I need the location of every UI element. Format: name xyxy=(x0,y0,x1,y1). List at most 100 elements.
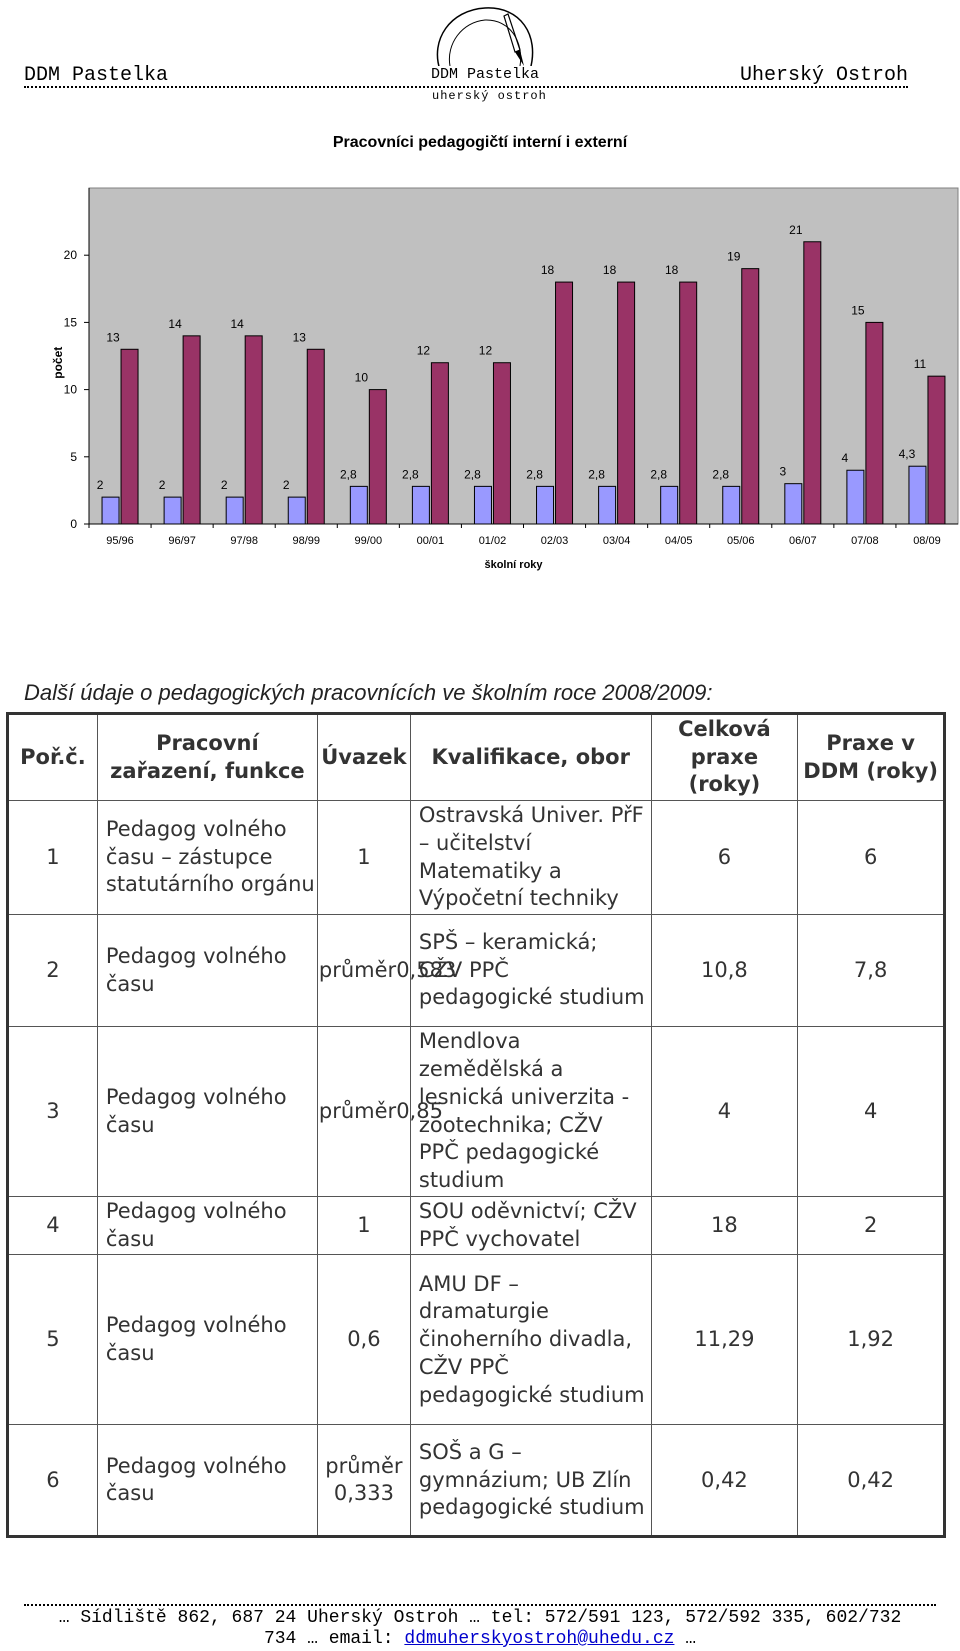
cell-load: průměr0,85 xyxy=(316,1026,443,1198)
chart-title: Pracovníci pedagogičtí interní i externí xyxy=(332,134,628,151)
cell-order: 6 xyxy=(7,1424,98,1538)
x-tick-label: 98/99 xyxy=(292,535,320,547)
x-tick-label: 05/06 xyxy=(727,535,755,547)
cell-total-practice: 10,8 xyxy=(650,914,799,1028)
data-label: 2,8 xyxy=(464,467,481,481)
cell-role: Pedagog volného času xyxy=(96,1026,318,1198)
data-label: 21 xyxy=(789,223,803,237)
header-left-text: DDM Pastelka xyxy=(24,64,169,87)
cell-ddm-practice: 6 xyxy=(797,800,945,916)
cell-load: průměr0,583 xyxy=(316,914,456,1028)
data-label: 2,8 xyxy=(712,467,729,481)
data-label: 4 xyxy=(842,451,849,465)
header-total-practice: Celková praxe (roky) xyxy=(650,712,799,802)
bar-series-1 xyxy=(287,496,306,525)
bar-series-1 xyxy=(349,485,368,525)
data-label: 2,8 xyxy=(650,467,667,481)
cell-qualification: Mendlova zemědělská a lesnická univerzit… xyxy=(409,1026,652,1198)
footer: … Sídliště 862, 687 24 Uherský Ostroh … … xyxy=(0,1608,960,1650)
x-tick-label: 00/01 xyxy=(417,535,445,547)
cell-qualification: Ostravská Univer. PřF – učitelství Matem… xyxy=(409,800,652,916)
x-tick-label: 97/98 xyxy=(230,535,258,547)
data-label: 19 xyxy=(727,250,741,264)
data-label: 10 xyxy=(355,371,369,385)
bar-series-1 xyxy=(163,496,182,525)
header-ddm-practice: Praxe v DDM (roky) xyxy=(797,712,945,802)
table-row: 4 Pedagog volného času 1 SOU oděvnictví;… xyxy=(7,1196,945,1256)
bar-series-2 xyxy=(803,241,822,525)
bar-series-2 xyxy=(430,362,449,525)
data-label: 18 xyxy=(541,263,555,277)
email-link[interactable]: ddmuherskyostroh@uhedu.cz xyxy=(404,1629,675,1649)
x-tick-label: 07/08 xyxy=(851,535,879,547)
header-order: Poř.č. xyxy=(7,712,98,802)
header-divider xyxy=(24,86,908,88)
data-label: 13 xyxy=(106,330,120,344)
x-axis-label: školní roky xyxy=(484,559,543,571)
y-tick-label: 5 xyxy=(70,450,77,464)
bar-series-1 xyxy=(411,485,430,525)
table-row: 1 Pedagog volného času – zástupce statut… xyxy=(7,800,945,916)
table-header-row: Poř.č. Pracovní zařazení, funkce Úvazek … xyxy=(7,712,945,802)
cell-role: Pedagog volného času xyxy=(96,914,318,1028)
data-label: 2 xyxy=(221,478,228,492)
x-tick-label: 04/05 xyxy=(665,535,693,547)
cell-load: průměr 0,333 xyxy=(316,1424,411,1538)
bar-series-2 xyxy=(120,348,139,525)
cell-total-practice: 4 xyxy=(650,1026,799,1198)
data-label: 14 xyxy=(168,317,182,331)
data-label: 18 xyxy=(603,263,617,277)
data-label: 18 xyxy=(665,263,679,277)
bar-series-2 xyxy=(555,281,574,525)
x-tick-label: 08/09 xyxy=(913,535,941,547)
bar-series-1 xyxy=(101,496,120,525)
y-axis-label: počet xyxy=(51,347,65,379)
cell-total-practice: 0,42 xyxy=(650,1424,799,1538)
staff-table: Poř.č. Pracovní zařazení, funkce Úvazek … xyxy=(6,712,946,1539)
bar-series-2 xyxy=(865,321,884,525)
data-label: 2,8 xyxy=(402,467,419,481)
data-label: 2,8 xyxy=(588,467,605,481)
logo-subtitle: uherský ostroh xyxy=(432,89,547,103)
y-tick-label: 15 xyxy=(64,315,78,329)
bar-series-2 xyxy=(741,268,760,525)
cell-role: Pedagog volného času xyxy=(96,1254,318,1426)
data-label: 2,8 xyxy=(340,467,357,481)
cell-qualification: SPŠ – keramická; CŽV PPČ pedagogické stu… xyxy=(409,914,652,1028)
bar-series-1 xyxy=(908,465,927,525)
logo-name: DDM Pastelka xyxy=(428,66,543,83)
cell-qualification: SOŠ a G – gymnázium; UB Zlín pedagogické… xyxy=(409,1424,652,1538)
bar-chart: 05101520počet21395/9621496/9721497/98213… xyxy=(51,187,959,571)
cell-ddm-practice: 1,92 xyxy=(797,1254,945,1426)
bar-series-1 xyxy=(784,483,803,525)
data-label: 3 xyxy=(779,465,786,479)
header-right-text: Uherský Ostroh xyxy=(739,64,908,87)
x-tick-label: 95/96 xyxy=(106,535,134,547)
bar-series-2 xyxy=(617,281,636,525)
bar-series-2 xyxy=(244,335,263,525)
cell-load: 1 xyxy=(316,1196,411,1256)
x-tick-label: 01/02 xyxy=(479,535,507,547)
x-tick-label: 06/07 xyxy=(789,535,817,547)
footer-contact: 734 … email: ddmuherskyostroh@uhedu.cz … xyxy=(0,1629,960,1650)
footer-address: … Sídliště 862, 687 24 Uherský Ostroh … … xyxy=(58,1608,902,1628)
data-label: 2 xyxy=(283,478,290,492)
cell-ddm-practice: 7,8 xyxy=(797,914,945,1028)
cell-order: 3 xyxy=(7,1026,98,1198)
data-label: 12 xyxy=(479,344,493,358)
data-label: 13 xyxy=(293,330,307,344)
cell-role: Pedagog volného času xyxy=(96,1424,318,1538)
data-label: 15 xyxy=(851,303,865,317)
header-qualification: Kvalifikace, obor xyxy=(409,712,652,802)
footer-contact-suffix: … xyxy=(674,1629,697,1649)
x-tick-label: 99/00 xyxy=(355,535,383,547)
cell-total-practice: 6 xyxy=(650,800,799,916)
bar-series-1 xyxy=(598,485,617,525)
bar-series-1 xyxy=(846,469,865,525)
x-tick-label: 96/97 xyxy=(168,535,196,547)
data-label: 2 xyxy=(159,478,166,492)
bar-series-2 xyxy=(306,348,325,525)
cell-ddm-practice: 4 xyxy=(797,1026,945,1198)
pencil-logo-icon xyxy=(436,7,534,71)
footer-divider xyxy=(24,1604,936,1606)
